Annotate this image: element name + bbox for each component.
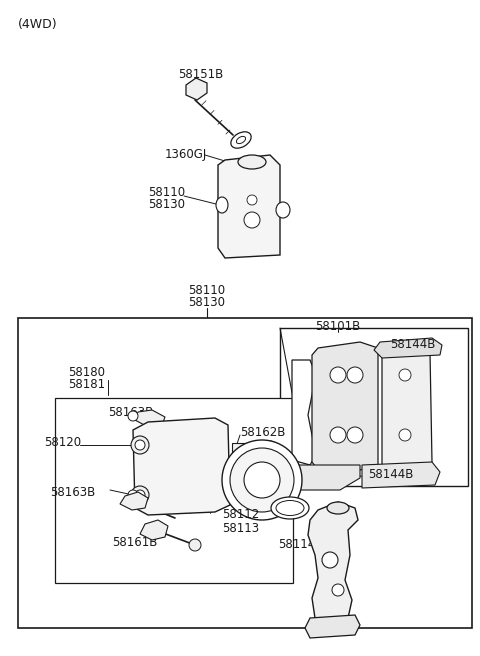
- Circle shape: [135, 490, 145, 500]
- Circle shape: [399, 429, 411, 441]
- Text: 58114A: 58114A: [278, 538, 323, 551]
- Text: 58113: 58113: [222, 522, 259, 535]
- Ellipse shape: [238, 155, 266, 169]
- Polygon shape: [362, 462, 440, 488]
- Text: 1360GJ: 1360GJ: [165, 148, 207, 161]
- Ellipse shape: [327, 502, 349, 514]
- Text: 58110: 58110: [148, 186, 185, 199]
- Text: 58163B: 58163B: [108, 406, 153, 419]
- Ellipse shape: [237, 136, 246, 144]
- Ellipse shape: [276, 202, 290, 218]
- Polygon shape: [133, 418, 230, 515]
- Bar: [330, 398, 360, 416]
- Circle shape: [244, 212, 260, 228]
- Ellipse shape: [216, 197, 228, 213]
- Text: 58112: 58112: [222, 508, 259, 521]
- Ellipse shape: [276, 501, 304, 516]
- Polygon shape: [140, 520, 168, 540]
- Polygon shape: [120, 492, 148, 510]
- Text: 58181: 58181: [68, 378, 105, 391]
- Text: 58101B: 58101B: [315, 320, 360, 333]
- Polygon shape: [374, 338, 442, 358]
- Polygon shape: [312, 342, 378, 470]
- Polygon shape: [285, 465, 360, 490]
- Circle shape: [347, 427, 363, 443]
- Ellipse shape: [231, 132, 251, 148]
- Bar: [18, 318, 472, 628]
- Text: (4WD): (4WD): [18, 18, 58, 31]
- Circle shape: [222, 440, 302, 520]
- Ellipse shape: [131, 436, 149, 454]
- Text: 58161B: 58161B: [112, 536, 157, 549]
- Polygon shape: [292, 360, 316, 465]
- Circle shape: [332, 584, 344, 596]
- Text: 58180: 58180: [68, 366, 105, 379]
- Circle shape: [330, 427, 346, 443]
- Circle shape: [128, 411, 138, 421]
- Circle shape: [330, 367, 346, 383]
- Circle shape: [247, 195, 257, 205]
- Circle shape: [189, 539, 201, 551]
- Circle shape: [128, 490, 138, 500]
- Text: 58162B: 58162B: [240, 426, 286, 439]
- Circle shape: [263, 441, 277, 455]
- Text: 58151B: 58151B: [178, 68, 223, 81]
- Text: 58144B: 58144B: [368, 468, 413, 481]
- Circle shape: [322, 552, 338, 568]
- Ellipse shape: [131, 486, 149, 504]
- Circle shape: [230, 448, 294, 512]
- Text: 58120: 58120: [44, 436, 81, 449]
- Text: 58130: 58130: [148, 198, 185, 211]
- Bar: [232, 443, 264, 453]
- Polygon shape: [186, 78, 207, 100]
- Polygon shape: [308, 502, 358, 625]
- Circle shape: [267, 445, 273, 451]
- Polygon shape: [382, 345, 432, 470]
- Text: 58130: 58130: [189, 296, 226, 309]
- Polygon shape: [218, 155, 280, 258]
- Circle shape: [244, 462, 280, 498]
- Bar: [280, 328, 468, 486]
- Ellipse shape: [271, 497, 309, 519]
- Circle shape: [135, 440, 145, 450]
- Text: 58144B: 58144B: [390, 338, 435, 351]
- Text: 58163B: 58163B: [50, 486, 95, 499]
- Circle shape: [347, 367, 363, 383]
- Text: 58110: 58110: [189, 284, 226, 297]
- Polygon shape: [135, 410, 165, 427]
- Circle shape: [399, 369, 411, 381]
- Bar: [55, 398, 293, 583]
- Polygon shape: [305, 615, 360, 638]
